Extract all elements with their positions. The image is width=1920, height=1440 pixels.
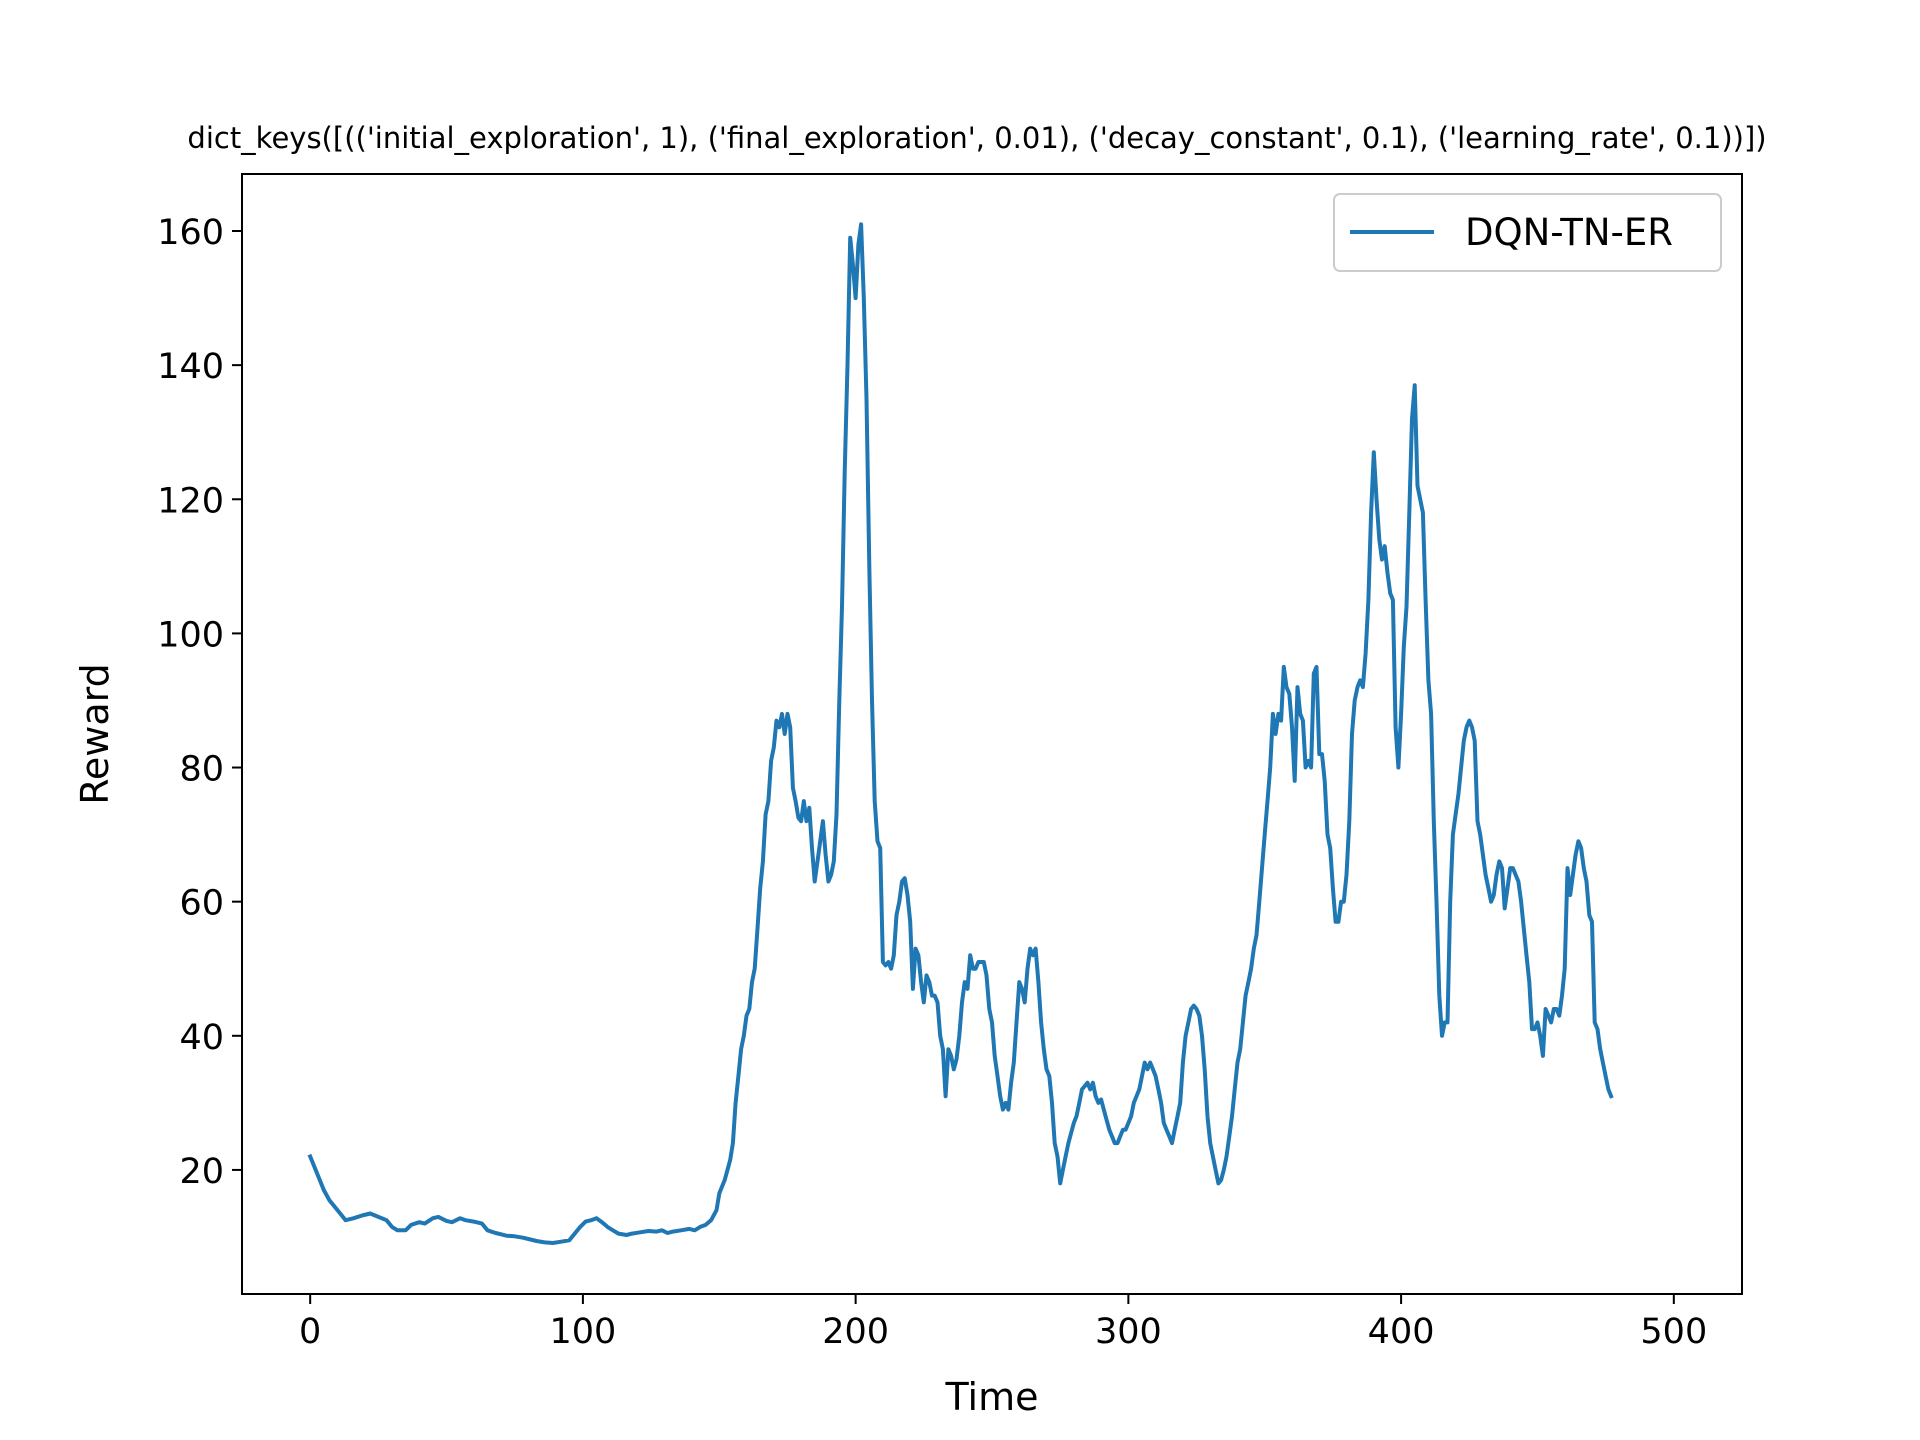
y-tick-label: 140 xyxy=(157,347,224,387)
x-axis-label: Time xyxy=(945,1375,1039,1419)
plot-frame xyxy=(241,173,1743,1295)
y-tick-label: 40 xyxy=(179,1018,224,1058)
y-tick-label: 120 xyxy=(157,481,224,521)
y-tick-label: 80 xyxy=(179,750,224,790)
ticks-layer: 0 100 200 300 400 500 20 40 60 80 100 120 140 160 xyxy=(157,213,1707,1352)
legend-label: DQN-TN-ER xyxy=(1465,211,1673,254)
legend: DQN-TN-ER xyxy=(1333,193,1722,272)
x-tick-label: 500 xyxy=(1640,1312,1707,1352)
plot-layer xyxy=(307,222,1614,1245)
legend-box xyxy=(1333,193,1722,272)
x-tick-label: 100 xyxy=(550,1312,617,1352)
x-tick-label: 200 xyxy=(822,1312,889,1352)
x-tick-label: 0 xyxy=(299,1312,321,1352)
y-tick-label: 20 xyxy=(179,1152,224,1192)
y-tick-label: 100 xyxy=(157,615,224,655)
y-tick-label: 60 xyxy=(179,884,224,924)
y-axis-label: Reward xyxy=(73,663,117,805)
series-line-0 xyxy=(307,222,1614,1245)
x-tick-label: 400 xyxy=(1368,1312,1435,1352)
y-tick-label: 160 xyxy=(157,213,224,253)
x-tick-label: 300 xyxy=(1095,1312,1162,1352)
chart-title: dict_keys([(('initial_exploration', 1), … xyxy=(187,121,1766,155)
